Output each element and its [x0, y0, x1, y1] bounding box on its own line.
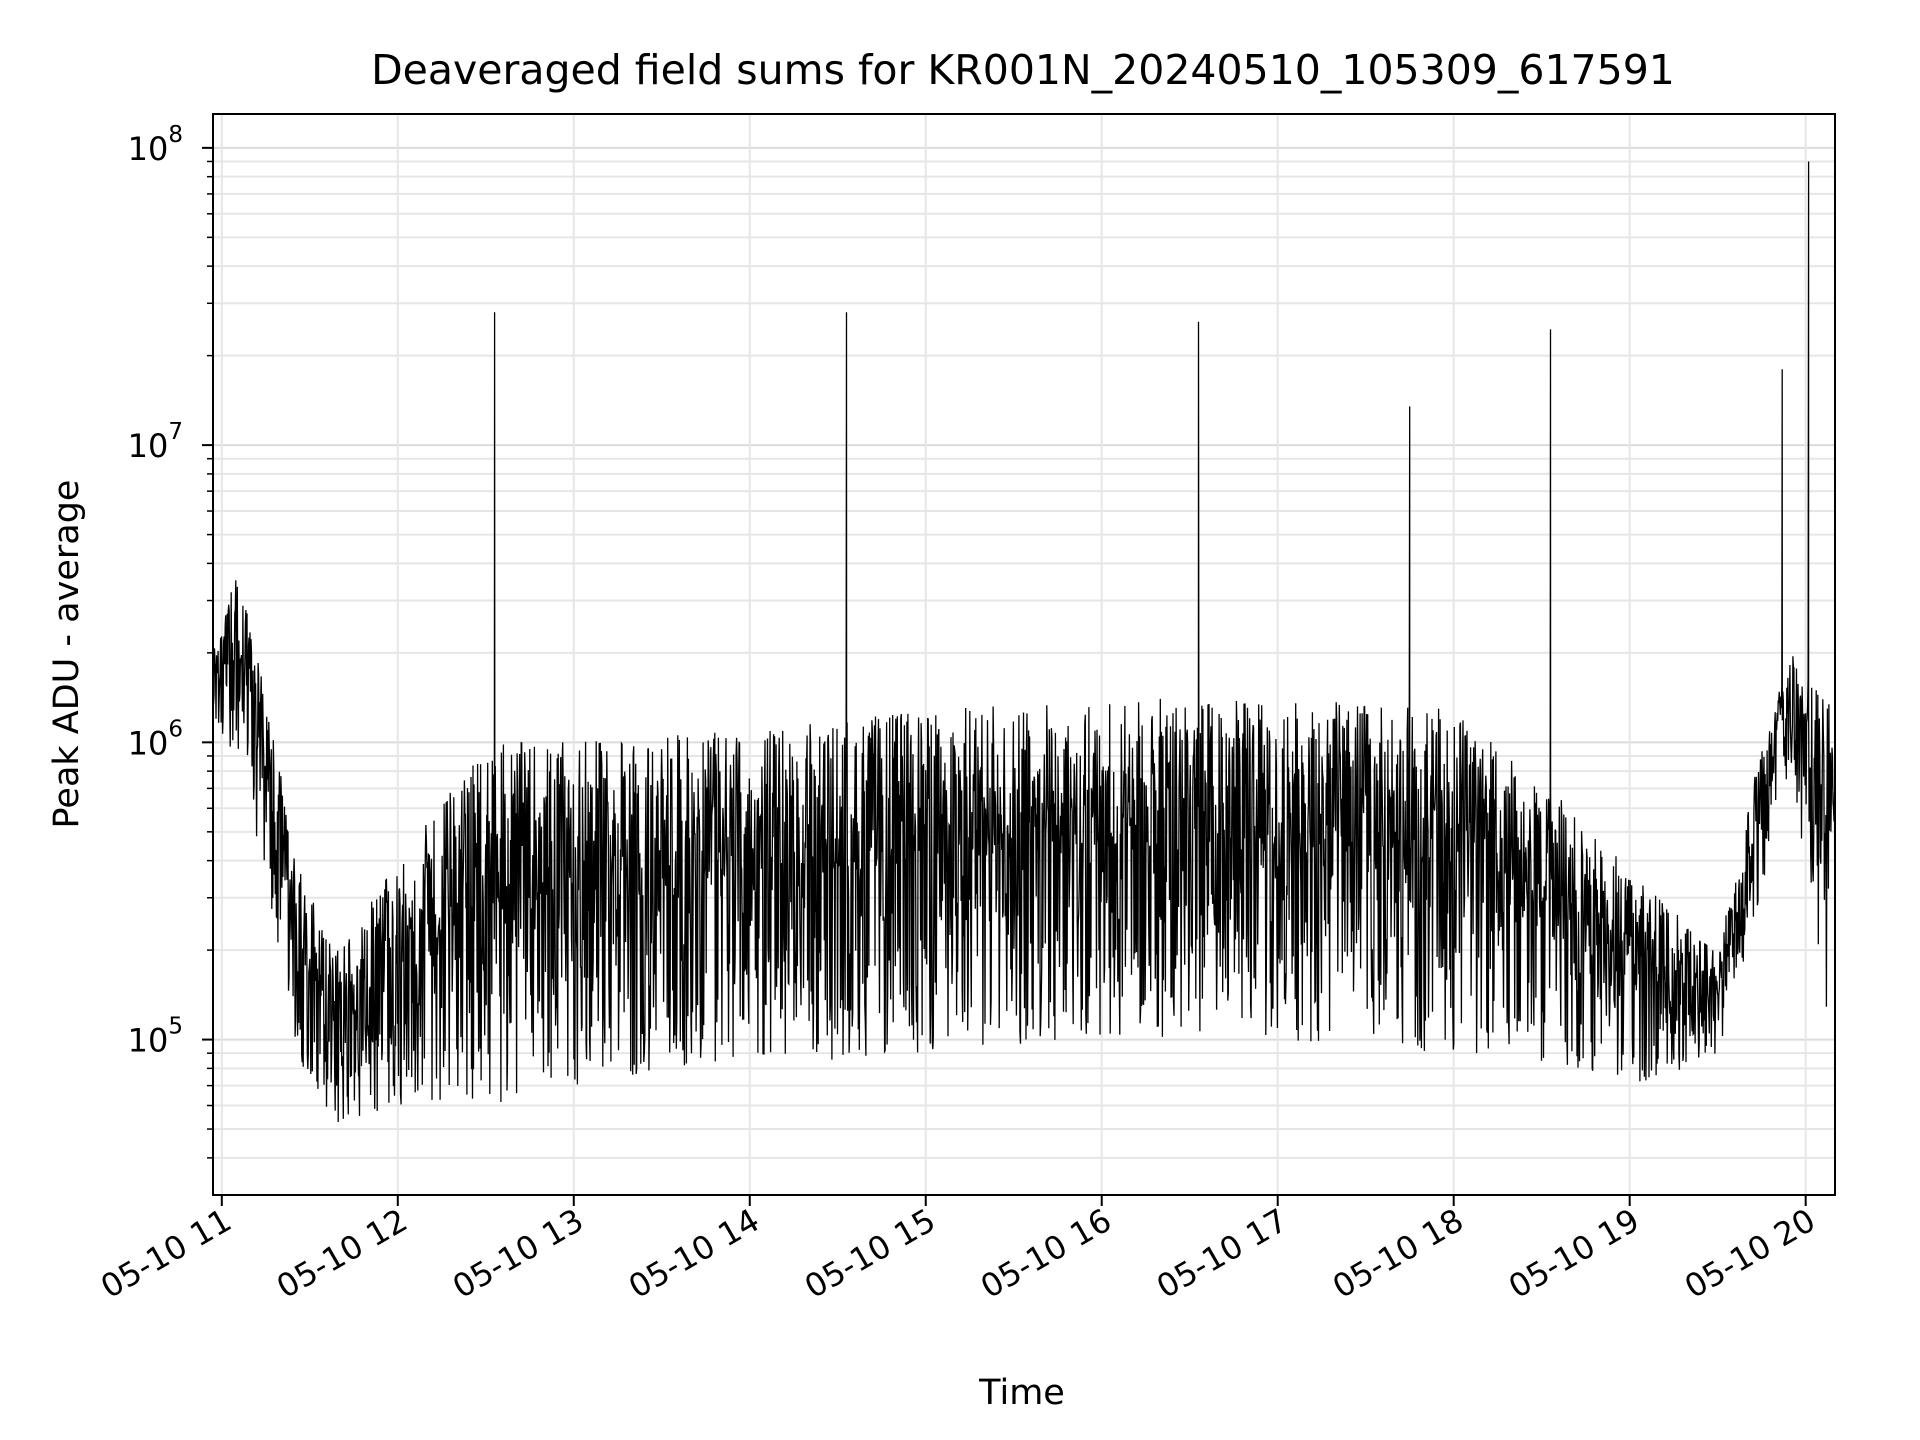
- series-trace: [212, 161, 1836, 1123]
- x-axis-label: Time: [978, 1373, 1065, 1413]
- y-tick-label: 108: [128, 122, 183, 168]
- y-tick-label: 105: [128, 1014, 183, 1060]
- y-axis-label: Peak ADU - average: [47, 480, 87, 829]
- y-tick-label-base: 10: [128, 427, 169, 465]
- chart-title: Deaveraged field sums for KR001N_2024051…: [371, 46, 1675, 94]
- y-tick-label-exponent: 8: [168, 122, 183, 148]
- y-tick-label: 106: [128, 716, 183, 762]
- y-tick-label-base: 10: [128, 1022, 169, 1060]
- y-tick-label: 107: [128, 419, 183, 465]
- y-tick-label-exponent: 6: [168, 716, 183, 742]
- y-tick-label-base: 10: [128, 130, 169, 168]
- y-tick-label-exponent: 7: [168, 419, 183, 445]
- y-tick-label-exponent: 5: [168, 1014, 183, 1040]
- plot-frame: [212, 113, 1836, 1196]
- y-tick-label-base: 10: [128, 724, 169, 762]
- series-line: [212, 161, 1836, 1123]
